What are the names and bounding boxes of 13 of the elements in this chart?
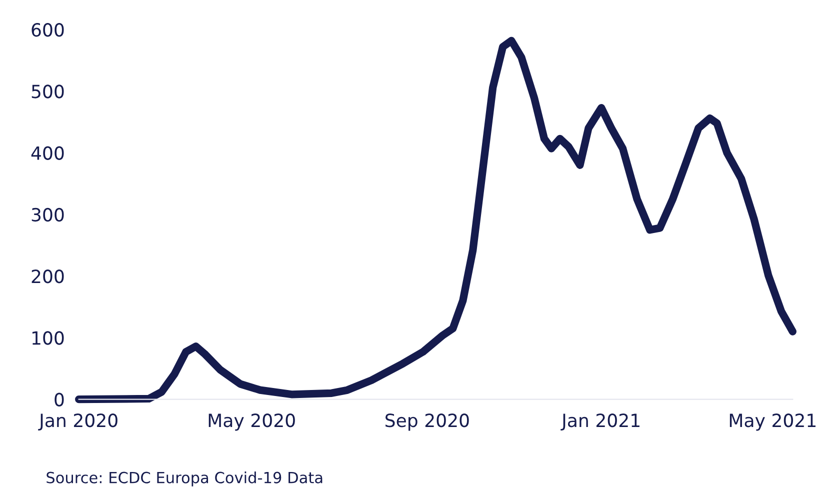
y-tick-label: 500 (32, 84, 64, 98)
y-tick-label: 200 (32, 270, 64, 284)
y-tick-label: 400 (31, 146, 64, 160)
x-tick-label: Sep 2020 (386, 414, 469, 431)
source-note: Source: ECDC Europa Covid-19 Data (46, 472, 322, 486)
y-tick-label: 100 (32, 331, 64, 345)
y-tick-label: 0 (54, 392, 64, 406)
x-tick-label: Jan 2020 (38, 414, 118, 431)
y-tick-label: 300 (32, 208, 64, 222)
x-tick-label: May 2020 (208, 414, 295, 431)
x-tick-label: May 2021 (730, 414, 816, 431)
y-tick-label: 600 (32, 23, 64, 37)
x-tick-label: Jan 2021 (560, 414, 640, 431)
